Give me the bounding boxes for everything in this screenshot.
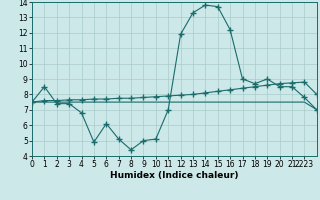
X-axis label: Humidex (Indice chaleur): Humidex (Indice chaleur) [110,171,239,180]
